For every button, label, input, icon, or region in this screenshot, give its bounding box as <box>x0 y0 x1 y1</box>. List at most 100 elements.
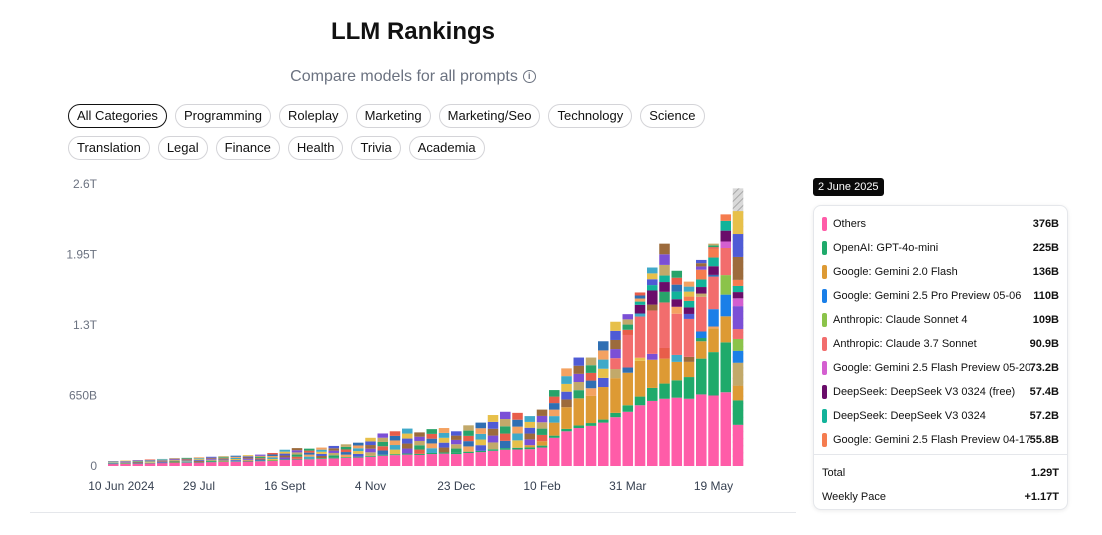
bar-segment-other-model[interactable] <box>169 460 180 461</box>
bar-segment-other-model[interactable] <box>463 446 474 452</box>
bar-segment-other-model[interactable] <box>451 444 462 449</box>
bar-segment-openai-gpt-4o-mini[interactable] <box>451 452 462 455</box>
bar-segment-other-model[interactable] <box>512 426 523 434</box>
bar-segment-anthropic-claude-3-7-sonnet[interactable] <box>683 318 695 357</box>
bar-segment-other-model[interactable] <box>683 286 695 292</box>
category-chip-science[interactable]: Science <box>640 104 705 128</box>
bar-segment-google-gemini-2-5-pro-preview-05-06[interactable] <box>708 309 719 327</box>
bar-segment-openai-gpt-4o-mini[interactable] <box>340 457 352 458</box>
bar-segment-deepseek-deepseek-v3-0324[interactable] <box>634 301 646 305</box>
bar-segment-deepseek-deepseek-v3-0324-free-[interactable] <box>634 304 646 314</box>
bar-segment-other-model[interactable] <box>144 460 156 462</box>
bar-segment-other-model[interactable] <box>108 461 119 462</box>
bar-segment-other-model[interactable] <box>316 451 327 454</box>
bar-segment-google-gemini-2-0-flash[interactable] <box>720 316 732 343</box>
bar-segment-other-model[interactable] <box>438 442 450 448</box>
bar-segment-other-model[interactable] <box>549 416 560 423</box>
bar-segment-openai-gpt-4o-mini[interactable] <box>169 462 180 463</box>
bar-segment-other-model[interactable] <box>353 453 364 457</box>
bar-segment-other-model[interactable] <box>181 460 193 462</box>
bar-segment-other-model[interactable] <box>573 373 585 383</box>
bar-segment-other-model[interactable] <box>206 459 217 461</box>
bar-segment-openai-gpt-4o-mini[interactable] <box>377 454 389 456</box>
bar-segment-other-model[interactable] <box>377 441 389 447</box>
bar-segment-other-model[interactable] <box>659 347 670 359</box>
bar-segment-other-model[interactable] <box>524 439 536 446</box>
bar-segment-other-model[interactable] <box>181 459 193 461</box>
bar-segment-others[interactable] <box>267 461 278 466</box>
bar-segment-openai-gpt-4o-mini[interactable] <box>218 461 229 462</box>
bar-segment-openai-gpt-4o-mini[interactable] <box>120 463 131 464</box>
category-chip-trivia[interactable]: Trivia <box>351 136 401 160</box>
bar-segment-anthropic-claude-sonnet-4[interactable] <box>732 338 744 351</box>
bar-segment-other-model[interactable] <box>377 433 389 438</box>
bar-segment-other-model[interactable] <box>573 390 585 399</box>
bar-segment-deepseek-deepseek-v3-0324-free-[interactable] <box>683 307 695 314</box>
bar-segment-other-model[interactable] <box>475 445 487 451</box>
bar-segment-openai-gpt-4o-mini[interactable] <box>132 463 144 464</box>
bar-segment-google-gemini-2-0-flash[interactable] <box>512 447 523 448</box>
bar-segment-other-model[interactable] <box>463 425 474 431</box>
bar-segment-others[interactable] <box>132 463 144 466</box>
category-chip-programming[interactable]: Programming <box>174 104 271 128</box>
bar-segment-other-model[interactable] <box>218 458 229 460</box>
bar-segment-openai-gpt-4o-mini[interactable] <box>181 462 193 463</box>
bar-segment-other-model[interactable] <box>475 433 487 440</box>
bar-segment-other-model[interactable] <box>157 460 168 462</box>
bar-segment-other-model[interactable] <box>487 415 499 422</box>
bar-segment-other-model[interactable] <box>157 459 168 461</box>
bar-segment-others[interactable] <box>365 456 376 466</box>
bar-segment-other-model[interactable] <box>316 453 327 456</box>
bar-segment-other-model[interactable] <box>622 319 634 325</box>
bar-segment-other-model[interactable] <box>193 460 205 462</box>
bar-segment-other-model[interactable] <box>585 388 597 396</box>
bar-segment-other-model[interactable] <box>340 449 352 453</box>
bar-segment-other-model[interactable] <box>573 365 585 374</box>
bar-segment-other-model[interactable] <box>512 412 523 420</box>
bar-segment-other-model[interactable] <box>402 438 413 444</box>
bar-segment-other-model[interactable] <box>218 457 229 459</box>
bar-segment-google-gemini-2-5-flash-preview-05-20[interactable] <box>720 241 732 248</box>
bar-segment-other-model[interactable] <box>242 457 254 459</box>
bar-segment-other-model[interactable] <box>377 437 389 442</box>
bar-segment-openai-gpt-4o-mini[interactable] <box>561 428 572 432</box>
bar-segment-openai-gpt-4o-mini[interactable] <box>647 387 658 401</box>
bar-segment-others[interactable] <box>402 454 413 466</box>
bar-segment-other-model[interactable] <box>487 442 499 450</box>
bar-segment-openai-gpt-4o-mini[interactable] <box>438 452 450 454</box>
bar-segment-other-model[interactable] <box>683 291 695 297</box>
bar-segment-openai-gpt-4o-mini[interactable] <box>291 458 303 460</box>
bar-segment-others[interactable] <box>732 424 744 466</box>
bar-segment-others[interactable] <box>414 454 425 466</box>
bar-segment-other-model[interactable] <box>316 449 327 452</box>
bar-segment-other-model[interactable] <box>536 409 548 416</box>
bar-segment-openai-gpt-4o-mini[interactable] <box>634 396 646 406</box>
bar-segment-other-model[interactable] <box>242 455 254 457</box>
bar-segment-other-model[interactable] <box>389 449 401 455</box>
bar-segment-other-model[interactable] <box>328 450 340 453</box>
bar-segment-openai-gpt-4o-mini[interactable] <box>389 454 401 456</box>
bar-segment-others[interactable] <box>377 455 389 466</box>
bar-segment-other-model[interactable] <box>108 461 119 463</box>
bar-segment-other-model[interactable] <box>696 263 707 267</box>
bar-segment-other-model[interactable] <box>647 273 658 280</box>
bar-segment-openai-gpt-4o-mini[interactable] <box>267 460 278 462</box>
bar-segment-openai-gpt-4o-mini[interactable] <box>193 461 205 463</box>
bar-segment-openai-gpt-4o-mini[interactable] <box>108 463 119 465</box>
bar-segment-others[interactable] <box>218 461 229 466</box>
bar-segment-deepseek-deepseek-v3-0324[interactable] <box>696 279 707 288</box>
bar-segment-other-model[interactable] <box>157 461 168 463</box>
bar-segment-other-model[interactable] <box>512 440 523 448</box>
bar-segment-other-model[interactable] <box>316 455 327 459</box>
bar-segment-other-model[interactable] <box>573 382 585 391</box>
bar-segment-other-model[interactable] <box>549 390 560 397</box>
bar-segment-google-gemini-2-5-flash-preview-04-17[interactable] <box>683 296 695 301</box>
bar-segment-anthropic-claude-3-7-sonnet[interactable] <box>647 310 658 354</box>
bar-segment-google-gemini-2-5-pro-preview-05-06[interactable] <box>696 331 707 339</box>
bar-segment-other-model[interactable] <box>610 321 621 331</box>
category-chip-marketing[interactable]: Marketing <box>355 104 431 128</box>
bar-segment-deepseek-deepseek-v3-0324-free-[interactable] <box>659 282 670 292</box>
bar-segment-google-gemini-2-5-flash-preview-04-17[interactable] <box>696 269 707 280</box>
bar-segment-others[interactable] <box>512 449 523 466</box>
bar-segment-others[interactable] <box>561 431 572 466</box>
